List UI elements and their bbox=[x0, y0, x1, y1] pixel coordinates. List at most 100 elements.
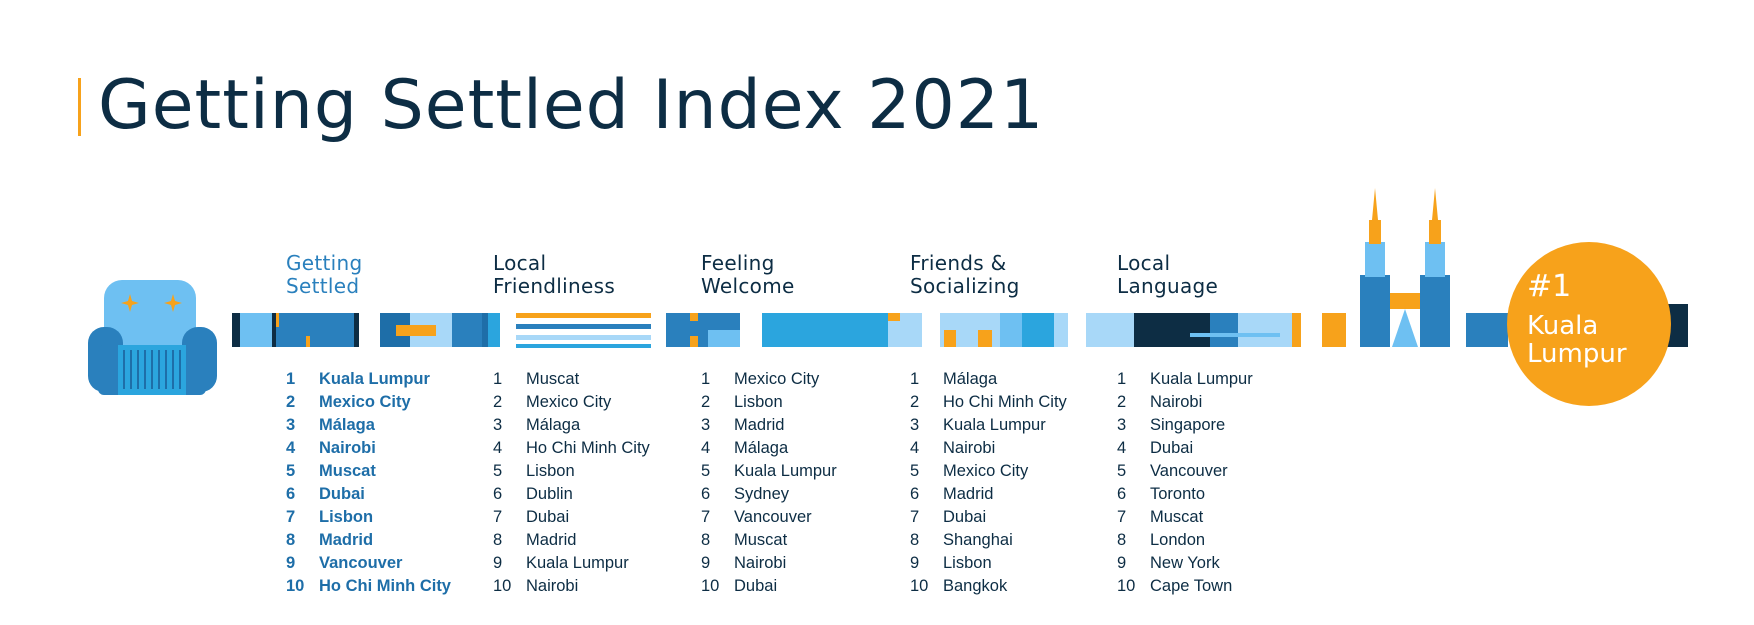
ranking-list-local-language: 1 Kuala Lumpur 2 Nairobi 3 Singapore 4 Dubai… bbox=[1117, 368, 1317, 598]
city-name: Nairobi bbox=[1150, 393, 1203, 411]
list-item: 1 Kuala Lumpur bbox=[286, 368, 486, 391]
city-name: Singapore bbox=[1150, 416, 1226, 434]
ranking-list-feeling-welcome: 1 Mexico City 2 Lisbon 3 Madrid 4 Málaga 5 Ku… bbox=[701, 368, 901, 598]
list-item: 4 Ho Chi Minh City bbox=[493, 437, 693, 460]
rank-number: 10 bbox=[910, 577, 929, 595]
city-name: Madrid bbox=[526, 531, 577, 549]
city-name: Vancouver bbox=[734, 508, 812, 526]
list-item: 2 Ho Chi Minh City bbox=[910, 391, 1110, 414]
rank-number: 9 bbox=[701, 554, 711, 572]
list-item: 7 Dubai bbox=[493, 506, 693, 529]
rank-number: 9 bbox=[1117, 554, 1127, 572]
list-item: 6 Sydney bbox=[701, 483, 901, 506]
rank-number: 6 bbox=[1117, 485, 1127, 503]
city-name: Nairobi bbox=[734, 554, 787, 572]
city-name: Nairobi bbox=[319, 439, 376, 457]
list-item: 9 Lisbon bbox=[910, 552, 1110, 575]
ranking-list-friends-socializing: 1 Málaga 2 Ho Chi Minh City 3 Kuala Lumpur … bbox=[910, 368, 1110, 598]
top-city-badge: #1 Kuala Lumpur bbox=[1507, 242, 1671, 406]
city-name: Málaga bbox=[526, 416, 581, 434]
list-item: 3 Kuala Lumpur bbox=[910, 414, 1110, 437]
list-item: 8 Muscat bbox=[701, 529, 901, 552]
rank-number: 2 bbox=[910, 393, 920, 411]
list-item: 5 Muscat bbox=[286, 460, 486, 483]
rank-number: 1 bbox=[701, 370, 711, 388]
rank-number: 6 bbox=[286, 485, 296, 503]
rank-number: 2 bbox=[493, 393, 503, 411]
city-name: Vancouver bbox=[1150, 462, 1228, 480]
rank-number: 8 bbox=[701, 531, 711, 549]
list-item: 3 Madrid bbox=[701, 414, 901, 437]
rank-number: 9 bbox=[493, 554, 503, 572]
list-item: 4 Nairobi bbox=[910, 437, 1110, 460]
city-name: Mexico City bbox=[319, 393, 411, 411]
city-name: Mexico City bbox=[943, 462, 1029, 480]
rank-number: 5 bbox=[1117, 462, 1127, 480]
city-name: Lisbon bbox=[526, 462, 575, 480]
rank-number: 4 bbox=[701, 439, 711, 457]
city-name: Mexico City bbox=[734, 370, 820, 388]
column-heading-local-friendliness: Local Friendliness bbox=[493, 251, 616, 298]
ranking-list-local-friendliness: 1 Muscat 2 Mexico City 3 Málaga 4 Ho Chi Min… bbox=[493, 368, 693, 598]
list-item: 1 Muscat bbox=[493, 368, 693, 391]
list-item: 2 Mexico City bbox=[493, 391, 693, 414]
list-item: 8 Madrid bbox=[493, 529, 693, 552]
rank-number: 6 bbox=[910, 485, 920, 503]
list-item: 2 Nairobi bbox=[1117, 391, 1317, 414]
list-item: 6 Dublin bbox=[493, 483, 693, 506]
list-item: 1 Kuala Lumpur bbox=[1117, 368, 1317, 391]
rank-number: 10 bbox=[701, 577, 720, 595]
rank-number: 7 bbox=[910, 508, 920, 526]
list-item: 5 Lisbon bbox=[493, 460, 693, 483]
list-item: 10 Dubai bbox=[701, 575, 901, 598]
petronas-towers-icon bbox=[1322, 188, 1450, 347]
list-item: 3 Málaga bbox=[286, 414, 486, 437]
city-name: Málaga bbox=[734, 439, 789, 457]
skyline-illustration bbox=[88, 188, 1688, 395]
rank-number: 10 bbox=[493, 577, 512, 595]
city-name: Madrid bbox=[319, 531, 374, 549]
rank-number: 3 bbox=[493, 416, 503, 434]
rank-number: 4 bbox=[286, 439, 296, 457]
city-name: Lisbon bbox=[319, 508, 374, 526]
city-name: Toronto bbox=[1150, 485, 1206, 503]
city-name: Málaga bbox=[319, 416, 375, 434]
city-name: Kuala Lumpur bbox=[526, 554, 629, 572]
list-item: 1 Mexico City bbox=[701, 368, 901, 391]
city-name: Madrid bbox=[734, 416, 785, 434]
city-name: Nairobi bbox=[526, 577, 579, 595]
rank-number: 9 bbox=[286, 554, 296, 572]
city-name: Dubai bbox=[319, 485, 365, 503]
rank-number: 1 bbox=[286, 370, 296, 388]
city-name: Dubai bbox=[1150, 439, 1194, 457]
list-item: 3 Singapore bbox=[1117, 414, 1317, 437]
city-name: Dublin bbox=[526, 485, 573, 503]
rank-number: 8 bbox=[286, 531, 296, 549]
page-title: Getting Settled Index 2021 bbox=[98, 66, 1045, 145]
city-name: Lisbon bbox=[943, 554, 992, 572]
city-name: Kuala Lumpur bbox=[319, 370, 430, 388]
column-heading-feeling-welcome: Feeling Welcome bbox=[701, 251, 795, 298]
city-name: Mexico City bbox=[526, 393, 612, 411]
list-item: 5 Vancouver bbox=[1117, 460, 1317, 483]
list-item: 4 Dubai bbox=[1117, 437, 1317, 460]
list-item: 3 Málaga bbox=[493, 414, 693, 437]
rank-number: 8 bbox=[910, 531, 920, 549]
city-name: Málaga bbox=[943, 370, 998, 388]
list-item: 5 Kuala Lumpur bbox=[701, 460, 901, 483]
list-item: 9 New York bbox=[1117, 552, 1317, 575]
rank-number: 5 bbox=[701, 462, 711, 480]
list-item: 10 Ho Chi Minh City bbox=[286, 575, 486, 598]
city-name: Lisbon bbox=[734, 393, 783, 411]
list-item: 7 Muscat bbox=[1117, 506, 1317, 529]
column-heading-getting-settled: Getting Settled bbox=[286, 251, 363, 298]
city-name: Muscat bbox=[319, 462, 376, 480]
list-item: 4 Málaga bbox=[701, 437, 901, 460]
rank-number: 5 bbox=[286, 462, 296, 480]
city-name: Muscat bbox=[734, 531, 788, 549]
rank-number: 1 bbox=[493, 370, 503, 388]
rank-number: 10 bbox=[286, 577, 305, 595]
city-name: Bangkok bbox=[943, 577, 1008, 595]
city-name: Sydney bbox=[734, 485, 790, 503]
list-item: 2 Mexico City bbox=[286, 391, 486, 414]
